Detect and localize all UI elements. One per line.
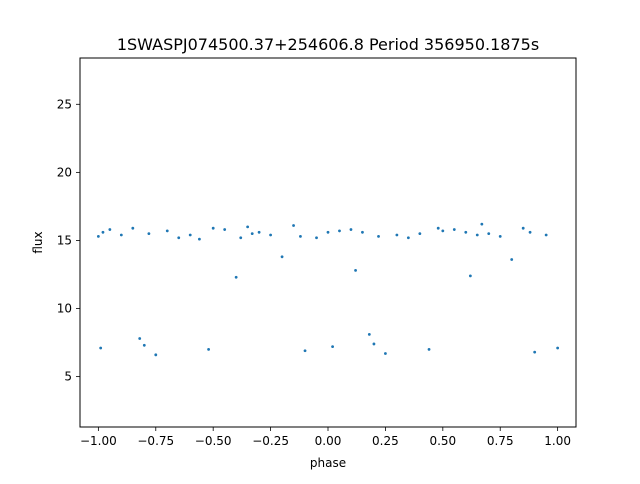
y-axis-ticks: 5 10 15 20 25 <box>57 97 80 384</box>
data-point <box>468 274 472 278</box>
data-point <box>556 346 560 350</box>
data-point <box>349 228 353 231</box>
data-point <box>384 352 387 355</box>
x-tick-label: 0.50 <box>429 434 456 448</box>
data-point <box>142 343 146 347</box>
data-point <box>395 233 399 237</box>
y-axis-label: flux <box>31 231 45 253</box>
x-tick-label: −0.50 <box>195 434 232 448</box>
data-point <box>528 230 532 234</box>
data-point <box>223 228 227 231</box>
data-point <box>315 236 318 240</box>
data-point <box>498 234 502 238</box>
data-point <box>269 233 272 237</box>
x-axis-ticks: −1.00 −0.75 −0.50 −0.25 0.00 0.25 0.50 0.75 1.00 <box>80 427 571 448</box>
data-point <box>475 233 479 237</box>
data-point <box>154 353 158 357</box>
y-tick-label: 5 <box>64 370 72 384</box>
data-point <box>131 226 135 230</box>
data-point <box>292 224 295 227</box>
data-point <box>207 347 210 351</box>
data-point <box>377 234 380 238</box>
data-point <box>147 232 151 236</box>
data-point <box>367 333 371 336</box>
data-point <box>372 342 376 346</box>
data-point <box>101 230 105 234</box>
chart-title: 1SWASPJ074500.37+254606.8 Period 356950.… <box>117 35 539 54</box>
data-point <box>452 228 456 231</box>
x-tick-label: −0.75 <box>137 434 174 448</box>
y-tick-label: 10 <box>57 302 72 316</box>
data-point <box>487 232 491 236</box>
data-point <box>211 226 215 230</box>
data-point <box>521 226 525 230</box>
data-point <box>533 350 537 354</box>
data-point <box>418 232 422 236</box>
data-point <box>177 236 181 240</box>
data-point <box>250 232 254 236</box>
data-point <box>338 229 341 233</box>
data-point <box>331 345 334 349</box>
data-point <box>427 347 431 351</box>
data-point <box>246 225 250 229</box>
data-point <box>354 269 357 272</box>
data-point <box>188 233 192 237</box>
data-point <box>198 237 201 241</box>
data-point <box>510 258 514 261</box>
data-point <box>326 230 330 234</box>
data-point <box>280 255 284 259</box>
data-point <box>234 275 238 279</box>
data-point <box>138 337 142 340</box>
y-tick-label: 25 <box>57 97 72 111</box>
x-tick-label: −1.00 <box>80 434 117 448</box>
data-point <box>96 234 100 238</box>
x-tick-label: 1.00 <box>544 434 571 448</box>
data-point <box>165 229 169 233</box>
data-point <box>299 234 302 238</box>
data-point <box>257 230 261 234</box>
data-point <box>361 230 364 234</box>
data-point <box>99 346 103 350</box>
data-point <box>406 236 410 240</box>
x-tick-label: 0.25 <box>372 434 399 448</box>
data-point <box>119 233 123 237</box>
data-points <box>96 222 560 357</box>
y-tick-label: 15 <box>57 233 72 247</box>
x-tick-label: −0.25 <box>252 434 289 448</box>
data-point <box>480 222 484 226</box>
data-point <box>436 226 440 230</box>
data-point <box>441 229 445 233</box>
data-point <box>108 228 112 231</box>
data-point <box>464 230 468 234</box>
x-tick-label: 0.75 <box>487 434 514 448</box>
x-axis-label: phase <box>310 456 346 470</box>
data-point <box>544 233 548 237</box>
data-point <box>303 349 307 353</box>
data-point <box>239 236 243 240</box>
y-tick-label: 20 <box>57 165 72 179</box>
x-tick-label: 0.00 <box>315 434 342 448</box>
